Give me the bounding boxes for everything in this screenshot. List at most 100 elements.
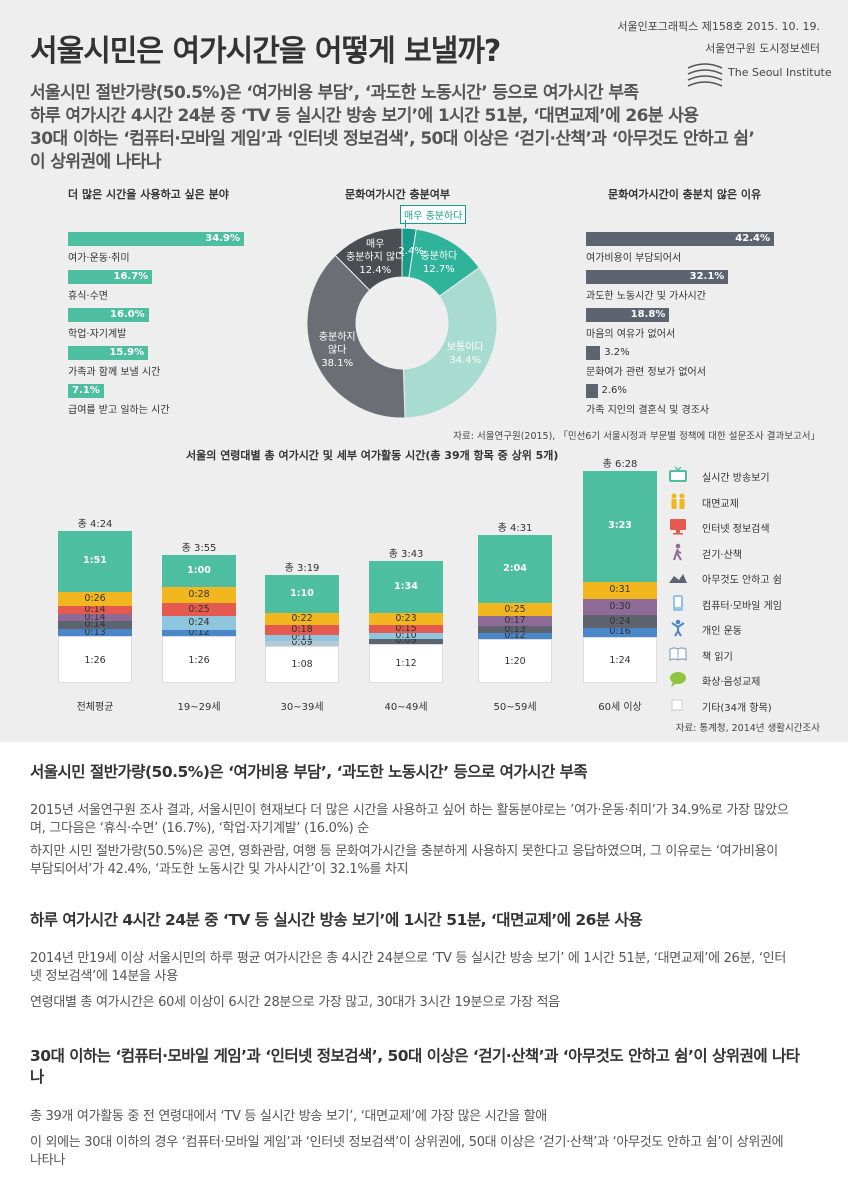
pie-label-line: 매우 <box>366 239 385 251</box>
section-heading: 하루 여가시간 4시간 24분 중 ‘TV 등 실시간 방송 보기’에 1시간 … <box>30 911 643 929</box>
age-total-label: 총 3:43 <box>388 549 424 561</box>
section-paragraph: 총 39개 여가활동 중 전 연령대에서 ‘TV 등 실시간 방송 보기’, ‘… <box>30 1109 547 1124</box>
wanted-bar: 7.1% <box>68 384 104 398</box>
pie-label-line: 충분하지 않다 <box>346 252 405 264</box>
walking-icon <box>668 543 688 561</box>
mobile-icon <box>668 594 688 612</box>
wanted-category-label: 휴식·수면 <box>68 291 108 302</box>
institute-name-en: The Seoul Institute <box>728 66 832 79</box>
section-paragraph: 2014년 만19세 이상 서울시민의 하루 평균 여가시간은 총 4시간 24… <box>30 951 787 984</box>
resting-icon <box>668 568 688 586</box>
reason-bar: 42.4% <box>586 232 774 246</box>
summary-line: 하루 여가시간 4시간 24분 중 ‘TV 등 실시간 방송 보기’에 1시간 … <box>30 106 699 126</box>
legend-label: 아무것도 안하고 쉼 <box>702 575 782 586</box>
section-heading: 서울시민 절반가량(50.5%)은 ‘여가비용 부담’, ‘과도한 노동시간’ … <box>30 763 588 781</box>
pie-label-line: 34.4% <box>449 355 482 367</box>
stack-segment: 0:18 <box>265 625 339 635</box>
reason-bar <box>586 384 598 398</box>
exercise-icon <box>668 619 688 637</box>
survey-source: 자료: 서울연구원(2015), 「민선6기 서울시정과 부문별 정책에 대한 … <box>453 431 820 442</box>
stack-segment: 0:17 <box>478 616 552 626</box>
pie-slice <box>306 254 406 419</box>
legend-label: 실시간 방송보기 <box>702 473 770 484</box>
stack-segment: 1:20 <box>478 639 552 683</box>
institute-name-ko: 서울연구원 도시정보센터 <box>705 42 820 55</box>
age-total-label: 총 6:28 <box>602 459 638 471</box>
pie-label-line: 38.1% <box>321 358 354 370</box>
book-icon <box>668 645 688 663</box>
wanted-time-chart-title: 더 많은 시간을 사용하고 싶은 분야 <box>68 188 229 201</box>
stack-segment: 0:22 <box>265 613 339 626</box>
stack-segment: 0:13 <box>58 628 132 637</box>
pie-slice-label: 매우 충분하지 않다 12.4% <box>330 238 420 277</box>
pie-slice <box>334 227 403 291</box>
wanted-category-label: 여가·운동·취미 <box>68 253 130 264</box>
stack-segment: 0:23 <box>369 612 443 626</box>
stack-segment: 0:16 <box>583 628 657 638</box>
legend-label: 인터넷 정보검색 <box>702 524 770 535</box>
legend-label: 화상·음성교제 <box>702 677 761 688</box>
stack-segment: 0:14 <box>58 621 132 629</box>
summary-line: 이 상위권에 나타나 <box>30 152 162 172</box>
age-category-label: 50~59세 <box>493 702 537 713</box>
time-use-source: 자료: 통계청, 2014년 생활시간조사 <box>675 723 820 734</box>
pie-slice-label: 충분하지 않다 38.1% <box>292 331 382 370</box>
tv-icon <box>668 466 688 484</box>
people-icon <box>668 492 688 510</box>
legend-label: 대면교제 <box>702 498 739 510</box>
wanted-bar: 16.0% <box>68 308 149 322</box>
pie-slice-label: 2.4% <box>366 245 456 258</box>
section-paragraph: 연령대별 총 여가시간은 60세 이상이 6시간 28분으로 가장 많고, 30… <box>30 995 560 1010</box>
stack-segment: 0:13 <box>478 625 552 633</box>
stack-segment: 0:09 <box>369 638 443 644</box>
stack-segment: 0:15 <box>369 625 443 634</box>
monitor-icon <box>668 517 688 535</box>
section-3: 30대 이하는 ‘컴퓨터·모바일 게임’과 ‘인터넷 정보검색’, 50대 이상… <box>30 1046 800 1088</box>
pie-label-line: 충분하다 <box>420 250 458 262</box>
page-title: 서울시민은 여가시간을 어떻게 보낼까? <box>30 34 501 69</box>
reason-value-label: 2.6% <box>601 385 627 396</box>
pie-label-line: 2.4% <box>398 245 424 257</box>
institute-logo-icon <box>687 63 723 87</box>
pie-slice-label: 충분하다 12.7% <box>394 250 484 276</box>
age-category-label: 30~39세 <box>280 702 324 713</box>
wanted-category-label: 가족과 함께 보낼 시간 <box>68 367 161 378</box>
stack-segment: 0:30 <box>583 598 657 616</box>
stack-segment: 0:26 <box>58 591 132 607</box>
stack-segment: 2:04 <box>478 535 552 603</box>
stack-segment: 0:14 <box>58 606 132 614</box>
age-category-label: 전체평균 <box>76 702 114 713</box>
stack-segment: 1:26 <box>58 636 132 683</box>
wanted-bar: 16.7% <box>68 270 153 284</box>
stack-segment: 0:10 <box>369 633 443 639</box>
institute-block: 서울연구원 도시정보센터 <box>705 40 820 56</box>
stack-segment: 0:12 <box>162 629 236 637</box>
reasons-chart-title: 문화여가시간이 충분치 않은 이유 <box>608 188 762 201</box>
reason-category-label: 여가비용이 부담되어서 <box>586 253 682 264</box>
reason-value-label: 3.2% <box>604 347 630 358</box>
reason-category-label: 과도한 노동시간 및 가사시간 <box>586 291 706 302</box>
stack-segment: 0:12 <box>478 632 552 640</box>
pie-label-line: 12.7% <box>422 263 455 275</box>
legend-label: 기타(34개 항목) <box>702 702 772 714</box>
stack-segment: 0:31 <box>583 582 657 599</box>
legend-label: 걷기·산책 <box>702 549 742 561</box>
stack-segment: 1:12 <box>369 643 443 683</box>
stack-segment: 0:25 <box>162 602 236 617</box>
age-category-label: 40~49세 <box>384 702 428 713</box>
stack-segment: 1:34 <box>369 561 443 613</box>
pie-label-line: 충분하지 <box>318 332 356 344</box>
stack-segment: 0:24 <box>583 615 657 629</box>
reason-category-label: 마음의 여유가 없어서 <box>586 329 676 340</box>
stack-segment: 0:24 <box>162 616 236 630</box>
stack-segment: 1:10 <box>265 574 339 614</box>
pie-slice-label: 보통이다 34.4% <box>420 341 510 367</box>
etc-icon <box>668 696 688 714</box>
section-paragraph: 이 외에는 30대 이하의 경우 ‘컴퓨터·모바일 게임’과 ‘인터넷 정보검색… <box>30 1135 784 1168</box>
legend-label: 컴퓨터·모바일 게임 <box>702 600 782 612</box>
stack-segment: 0:14 <box>58 613 132 622</box>
publication-info: 서울인포그래픽스 제158호 2015. 10. 19. <box>617 20 820 33</box>
stack-segment: 1:51 <box>58 531 132 592</box>
age-total-label: 총 4:31 <box>497 523 533 535</box>
stack-segment: 0:09 <box>265 640 339 646</box>
